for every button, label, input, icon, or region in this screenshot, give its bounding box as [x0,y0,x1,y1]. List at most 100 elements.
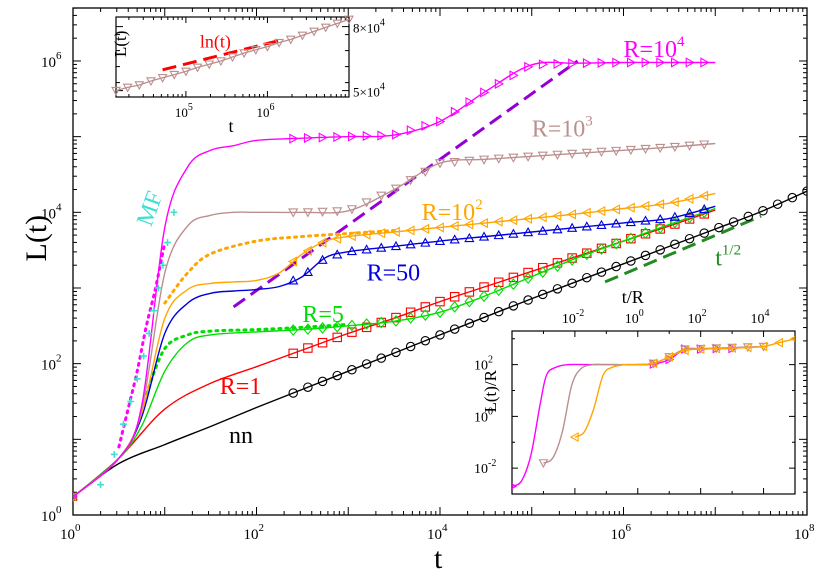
marker-R=5 [537,266,548,278]
marker-R=5 [611,237,622,250]
marker-R=10^2 [610,204,621,215]
marker-R=50 [684,207,695,217]
marker-R=10^4 [509,70,519,81]
marker-nn [714,222,724,233]
marker-R=10^2 [331,233,342,244]
inset-top-marker [332,19,343,29]
marker-nn [435,330,445,340]
marker-R=10^4 [524,61,534,73]
marker-R=50 [420,237,431,247]
marker-R=10^4 [568,58,578,69]
marker-nn [449,324,460,334]
inset-bottom-marker [758,341,768,352]
marker-R=10^3 [288,208,299,218]
marker-nn [582,272,592,283]
marker-nn [758,205,768,216]
marker-R=10^4 [480,87,490,98]
inset-bottom-plot: 10-2 100 102 104 10-2 100 102 t/R L(t)/R [474,287,796,495]
inset-top-y-label: L(t) [111,31,130,57]
marker-R=10^3 [420,167,431,177]
marker-nn [670,239,680,250]
inset-bottom-x-tick-label: 102 [688,308,707,327]
inset-top-guide-label: ln(t) [200,31,231,52]
inset-bottom-frame [511,330,796,495]
marker-R=50 [288,275,299,285]
x-tick-label: 106 [611,522,632,543]
marker-R=50 [434,235,446,245]
inset-top-marker [169,70,180,80]
inset-top-marker [192,63,203,73]
y-tick-label: 100 [41,504,62,525]
marker-R=5 [391,315,401,327]
marker-R=10^4 [612,57,622,68]
inset-bottom-marker [711,343,721,354]
series-line-R=50 [73,205,716,498]
marker-R=5 [684,211,695,224]
marker-R=5 [420,309,431,322]
marker-R=5 [332,320,343,333]
marker-R=10^3 [332,207,343,217]
marker-nn [347,365,357,375]
marker-R=10^4 [538,59,549,70]
marker-R=1 [435,296,445,307]
inset-top-y-tick-label: 8×104 [353,18,385,36]
marker-R=10^2 [375,228,386,239]
marker-nn [596,267,607,277]
series-markers-R=10^2 [73,190,709,502]
marker-R=10^2 [405,225,415,236]
inset-top-marker [262,42,273,52]
marker-R=1 [449,292,460,302]
marker-R=10^2 [640,200,650,212]
marker-R=10^2 [537,212,547,223]
marker-R=5 [449,300,460,313]
inset-bottom-marker [679,345,689,356]
mf-point [120,420,127,428]
series-line-nn [73,190,807,498]
label-nn: nn [229,423,253,449]
marker-R=10^3 [361,198,372,208]
inset-top-marker [227,53,238,63]
marker-R=10^3 [669,142,681,153]
marker-R=1 [508,272,519,283]
inset-bottom-y-tick-label: 10-2 [474,458,496,477]
marker-nn [303,382,313,392]
marker-nn [802,186,807,196]
mf-point [164,239,171,246]
marker-R=10^4 [406,125,416,136]
inset-top-marker [320,23,331,33]
marker-nn [655,245,665,255]
inset-top-x-tick-label: 105 [175,102,193,120]
marker-R=10^2 [522,213,532,224]
marker-R=10^3 [566,149,578,159]
inset-bottom-marker [695,344,705,355]
marker-R=50 [390,240,402,251]
marker-R=50 [478,231,490,241]
marker-R=50 [699,203,710,214]
marker-R=10^3 [317,207,328,217]
inset-bottom-marker [742,342,752,353]
x-tick-label: 100 [60,522,81,543]
marker-R=10^4 [465,97,475,108]
marker-R=10^2 [654,199,665,210]
marker-R=10^3 [478,155,490,165]
marker-nn [684,233,695,244]
marker-R=10^4 [392,129,402,140]
inset-top-marker [297,31,308,41]
marker-R=10^2 [552,210,562,221]
guide-t [232,59,579,309]
series-line-R=10^3 [73,142,716,498]
marker-R=50 [449,234,460,244]
marker-R=50 [361,244,372,254]
inset-bottom-x-tick-label: 10-2 [562,308,584,327]
marker-R=10^4 [348,131,358,142]
label-R=102: R=102 [422,197,483,226]
inset-bottom-marker [681,344,691,355]
marker-R=50 [376,242,387,252]
mf-point [110,451,118,458]
marker-R=10^3 [346,205,358,215]
marker-nn [787,192,798,203]
label-R=50: R=50 [367,260,421,286]
y-tick-label: 102 [41,353,62,374]
marker-nn [361,359,372,369]
inset-bottom-y-label: L(t)/R [481,369,500,412]
